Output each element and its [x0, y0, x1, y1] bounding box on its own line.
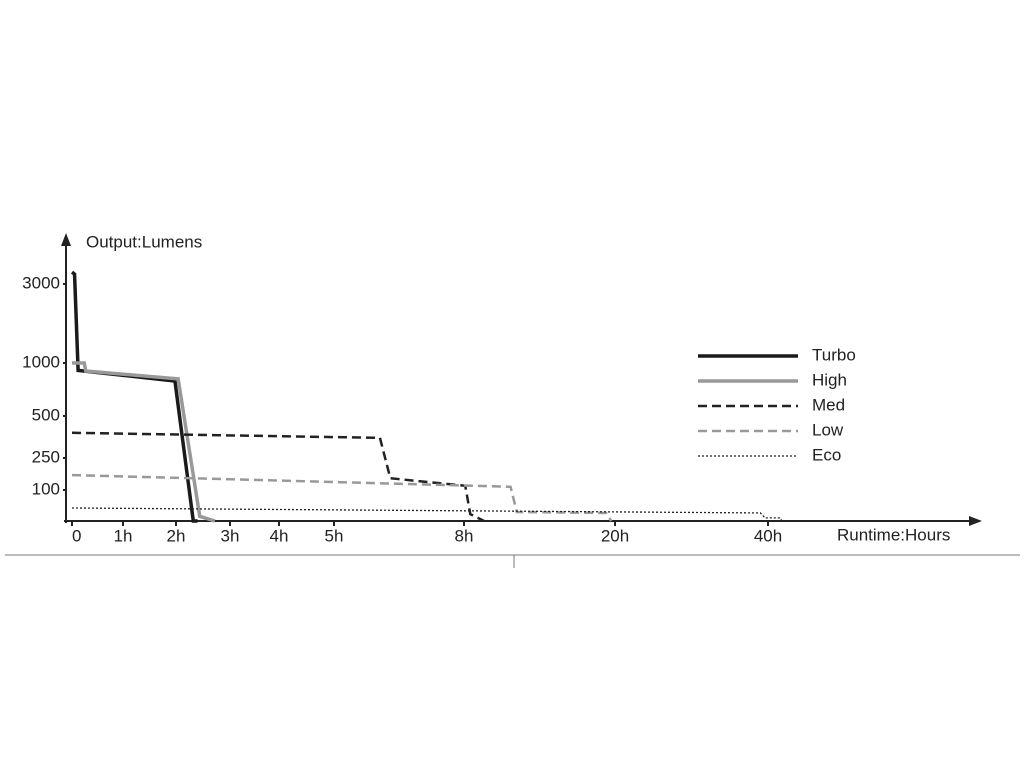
- legend-label: Eco: [812, 445, 841, 464]
- x-tick-label: 2h: [167, 526, 186, 545]
- y-axis-arrow: [61, 233, 71, 246]
- x-tick-label: 1h: [114, 526, 133, 545]
- series-line: [71, 473, 613, 522]
- legend-label: Turbo: [812, 345, 856, 364]
- x-axis-arrow: [969, 516, 982, 526]
- x-tick-label: 20h: [601, 526, 629, 545]
- y-axis-label: Output:Lumens: [86, 232, 202, 251]
- x-axis-label: Runtime:Hours: [837, 525, 950, 544]
- x-tick-label: 5h: [325, 526, 344, 545]
- legend-label: Med: [812, 395, 845, 414]
- x-tick-label: 4h: [270, 526, 289, 545]
- x-tick-label: 3h: [221, 526, 240, 545]
- x-tick-label: 0: [72, 526, 81, 545]
- y-tick-label: 1000: [22, 352, 60, 371]
- legend-label: High: [812, 370, 847, 389]
- y-tick-label: 3000: [22, 273, 60, 292]
- legend-label: Low: [812, 420, 844, 439]
- x-tick-label: 40h: [754, 526, 782, 545]
- series-line: [72, 361, 216, 523]
- x-tick-label: 8h: [455, 526, 474, 545]
- series-line: [71, 507, 783, 522]
- y-tick-label: 100: [32, 479, 60, 498]
- series-line: [70, 270, 198, 523]
- series-line: [71, 431, 485, 523]
- y-tick-label: 250: [32, 447, 60, 466]
- y-tick-label: 500: [32, 405, 60, 424]
